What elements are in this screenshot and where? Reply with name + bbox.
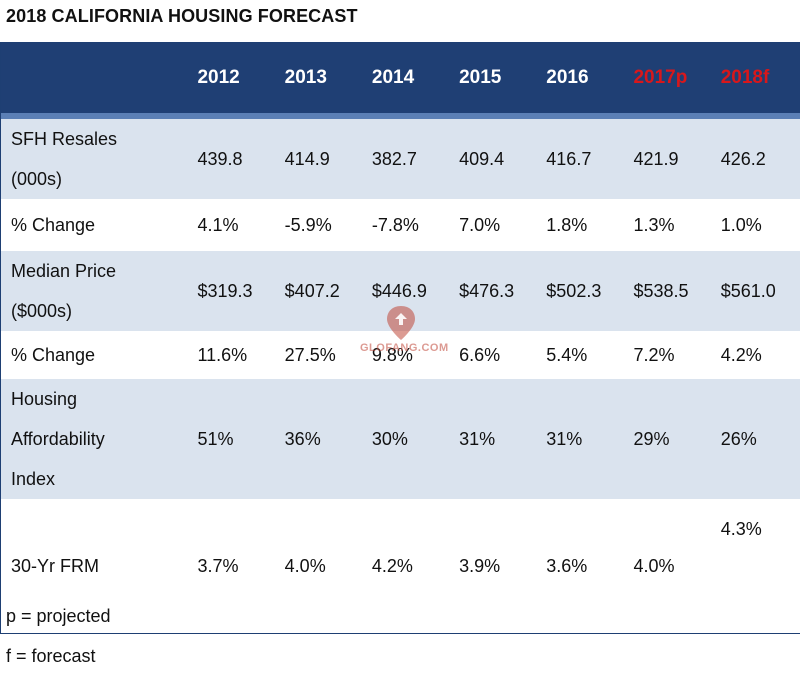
row-label-line: Index	[11, 469, 56, 489]
row-label-line: 30-Yr FRM	[11, 556, 100, 576]
table-cell: -7.8%	[363, 200, 452, 251]
table-cell: $502.3	[538, 250, 626, 333]
table-cell: 1.0%	[712, 200, 800, 251]
table-cell: 3.6%	[538, 500, 626, 633]
table-row: Housing Affordability Index 51% 36% 30% …	[1, 378, 800, 501]
row-label-line: ($000s)	[11, 301, 73, 321]
table-cell: 11.6%	[189, 332, 277, 379]
table-cell: 6.6%	[451, 332, 539, 379]
row-label-line: (000s)	[11, 169, 63, 189]
header-cell-2013: 2013	[276, 43, 364, 119]
table-cell: 36%	[276, 378, 364, 501]
table-cell: 3.7%	[189, 500, 277, 633]
table-row: % Change 11.6% 27.5% 9.8% 6.6% 5.4% 7.2%…	[1, 332, 800, 379]
table-cell: 5.4%	[538, 332, 626, 379]
table-row: % Change 4.1% -5.9% -7.8% 7.0% 1.8% 1.3%…	[1, 200, 800, 251]
table-cell: 409.4	[451, 116, 539, 201]
table-cell: $446.9	[363, 250, 452, 333]
header-cell-2016: 2016	[538, 43, 626, 119]
table-cell: 416.7	[538, 116, 626, 201]
row-label: Median Price ($000s)	[1, 250, 190, 333]
forecast-table: 2012 2013 2014 2015 2016 2017p 2018f SFH…	[0, 42, 800, 634]
header-cell-2018f: 2018f	[712, 43, 800, 119]
table-cell: 4.0%	[625, 500, 713, 633]
table-cell: 9.8%	[363, 332, 452, 379]
table-cell: 382.7	[363, 116, 452, 201]
table-cell: 421.9	[625, 116, 713, 201]
table-cell: $561.0	[712, 250, 800, 333]
row-label: % Change	[1, 200, 190, 251]
row-label-line: % Change	[11, 215, 96, 235]
header-cell-label	[1, 43, 190, 119]
header-cell-2017p: 2017p	[625, 43, 713, 119]
page-title: 2018 CALIFORNIA HOUSING FORECAST	[6, 6, 358, 26]
table-cell: 31%	[451, 378, 539, 501]
table-cell: $538.5	[625, 250, 713, 333]
row-label: % Change	[1, 332, 190, 379]
table-cell: 51%	[189, 378, 277, 501]
table-cell: 414.9	[276, 116, 364, 201]
footnote-forecast: f = forecast	[6, 646, 96, 666]
table-cell: $319.3	[189, 250, 277, 333]
table-cell: 4.0%	[276, 500, 364, 633]
row-label: Housing Affordability Index	[1, 378, 190, 501]
row-label: 30-Yr FRM	[1, 500, 190, 633]
table-cell: 31%	[538, 378, 626, 501]
footnote-projected: p = projected	[6, 606, 111, 626]
table-cell: 4.1%	[189, 200, 277, 251]
header-cell-2015: 2015	[451, 43, 539, 119]
table-cell: 27.5%	[276, 332, 364, 379]
table-cell: $476.3	[451, 250, 539, 333]
table-cell: 439.8	[189, 116, 277, 201]
table-cell: 426.2	[712, 116, 800, 201]
header-cell-2012: 2012	[189, 43, 277, 119]
table-cell: 7.0%	[451, 200, 539, 251]
table-cell: 26%	[712, 378, 800, 501]
table-cell: 4.3%	[712, 500, 800, 633]
table-cell: 4.2%	[712, 332, 800, 379]
table-cell: 1.3%	[625, 200, 713, 251]
row-label-line: Affordability	[11, 429, 105, 449]
table-cell: 29%	[625, 378, 713, 501]
table-row: Median Price ($000s) $319.3 $407.2 $446.…	[1, 250, 800, 333]
row-label-line: Housing	[11, 389, 78, 409]
footnotes: p = projected f = forecast	[6, 596, 111, 676]
table-row: 30-Yr FRM 3.7% 4.0% 4.2% 3.9% 3.6% 4.0% …	[1, 500, 800, 633]
table-cell: 1.8%	[538, 200, 626, 251]
table-row: SFH Resales (000s) 439.8 414.9 382.7 409…	[1, 116, 800, 201]
table-cell: -5.9%	[276, 200, 364, 251]
table-cell: 7.2%	[625, 332, 713, 379]
table-cell: 30%	[363, 378, 452, 501]
table-header-row: 2012 2013 2014 2015 2016 2017p 2018f	[1, 43, 800, 119]
row-label: SFH Resales (000s)	[1, 116, 190, 201]
header-cell-2014: 2014	[363, 43, 452, 119]
table-cell: 3.9%	[451, 500, 539, 633]
table-cell: $407.2	[276, 250, 364, 333]
table-cell: 4.2%	[363, 500, 452, 633]
row-label-line: % Change	[11, 345, 96, 365]
row-label-line: Median Price	[11, 261, 117, 281]
row-label-line: SFH Resales	[11, 129, 118, 149]
